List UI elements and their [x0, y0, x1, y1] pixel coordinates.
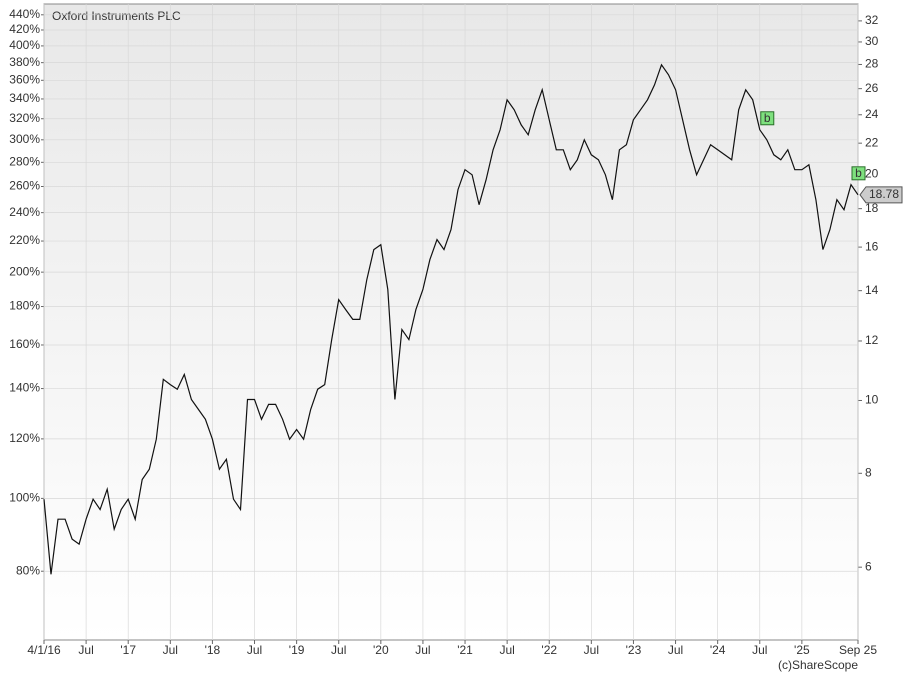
x-tick-label: Jul — [415, 643, 430, 657]
x-tick-label: '21 — [457, 643, 473, 657]
y-tick-label: 240% — [9, 205, 40, 219]
x-tick-label: '19 — [289, 643, 305, 657]
y-tick-label: 220% — [9, 233, 40, 247]
x-tick-label: Jul — [668, 643, 683, 657]
x-tick-label: Jul — [752, 643, 767, 657]
price-line — [43, 63, 859, 575]
y2-tick-label: 26 — [865, 81, 879, 95]
x-tick-label: Jul — [247, 643, 262, 657]
last-price-tag — [859, 186, 903, 204]
x-tick-label: Sep 25 — [839, 643, 877, 657]
y-tick-label: 320% — [9, 111, 40, 125]
x-tick-label: '17 — [120, 643, 136, 657]
x-tick-label: '22 — [541, 643, 557, 657]
y-tick-label: 360% — [9, 72, 40, 86]
y-tick-label: 100% — [9, 491, 40, 505]
y-tick-label: 200% — [9, 264, 40, 278]
y-tick-label: 140% — [9, 381, 40, 395]
plot-area — [43, 3, 859, 641]
source: (c)ShareScope — [778, 658, 858, 672]
y2-tick-label: 32 — [865, 13, 879, 27]
x-tick-label: Jul — [331, 643, 346, 657]
y2-tick-label: 30 — [865, 34, 879, 48]
y-tick-label: 440% — [9, 7, 40, 21]
y2-tick-label: 24 — [865, 107, 879, 121]
buy-marker-label: b — [855, 166, 862, 180]
x-tick-label: '23 — [626, 643, 642, 657]
y2-tick-label: 14 — [865, 283, 879, 297]
y-tick-label: 280% — [9, 154, 40, 168]
buy-marker — [851, 166, 866, 181]
x-tick-label: '24 — [710, 643, 726, 657]
y2-tick-label: 8 — [865, 465, 872, 479]
x-tick-label: Jul — [163, 643, 178, 657]
x-tick-label: Jul — [78, 643, 93, 657]
y2-tick-label: 6 — [865, 559, 872, 573]
x-tick-label: '25 — [794, 643, 810, 657]
buy-marker-label: b — [764, 111, 771, 125]
y-tick-label: 300% — [9, 132, 40, 146]
x-tick-label: 4/1/16 — [27, 643, 61, 657]
y-tick-label: 340% — [9, 91, 40, 105]
x-tick-label: Jul — [584, 643, 599, 657]
y2-tick-label: 20 — [865, 166, 879, 180]
y2-tick-label: 12 — [865, 333, 879, 347]
y-tick-label: 400% — [9, 38, 40, 52]
buy-marker — [760, 111, 775, 126]
y2-tick-label: 10 — [865, 393, 879, 407]
y-tick-label: 380% — [9, 55, 40, 69]
y2-tick-label: 28 — [865, 57, 879, 71]
y-tick-label: 260% — [9, 179, 40, 193]
x-tick-label: '20 — [373, 643, 389, 657]
y-tick-label: 180% — [9, 299, 40, 313]
chart-title: Oxford Instruments PLC — [52, 9, 181, 23]
y2-tick-label: 16 — [865, 239, 879, 253]
y2-tick-label: 18 — [865, 201, 879, 215]
y2-tick-label: 22 — [865, 135, 879, 149]
y-tick-label: 420% — [9, 22, 40, 36]
x-tick-label: '18 — [205, 643, 221, 657]
y-tick-label: 80% — [16, 563, 40, 577]
y-tick-label: 160% — [9, 337, 40, 351]
x-tick-label: Jul — [499, 643, 514, 657]
last-price-label: 18.78 — [869, 187, 899, 201]
y-tick-label: 120% — [9, 431, 40, 445]
